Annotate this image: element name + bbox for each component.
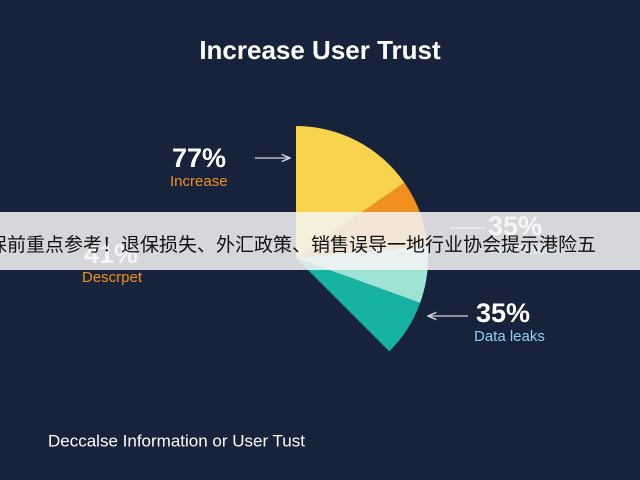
banner: 保前重点参考！退保损失、外汇政策、销售误导一地行业协会提示港险五 <box>0 212 640 270</box>
value-label: 35% <box>476 298 530 328</box>
banner-text: 保前重点参考！退保损失、外汇政策、销售误导一地行业协会提示港险五 <box>0 234 597 256</box>
category-label: Data leaks <box>474 328 545 345</box>
value-label: 77% <box>172 143 226 173</box>
caption: Deccalse Information or User Tust <box>48 431 305 450</box>
chart-title: Increase User Trust <box>199 35 441 65</box>
category-label: Increase <box>170 173 228 190</box>
category-label: Descrpet <box>82 269 143 286</box>
pie-slice <box>296 258 421 352</box>
